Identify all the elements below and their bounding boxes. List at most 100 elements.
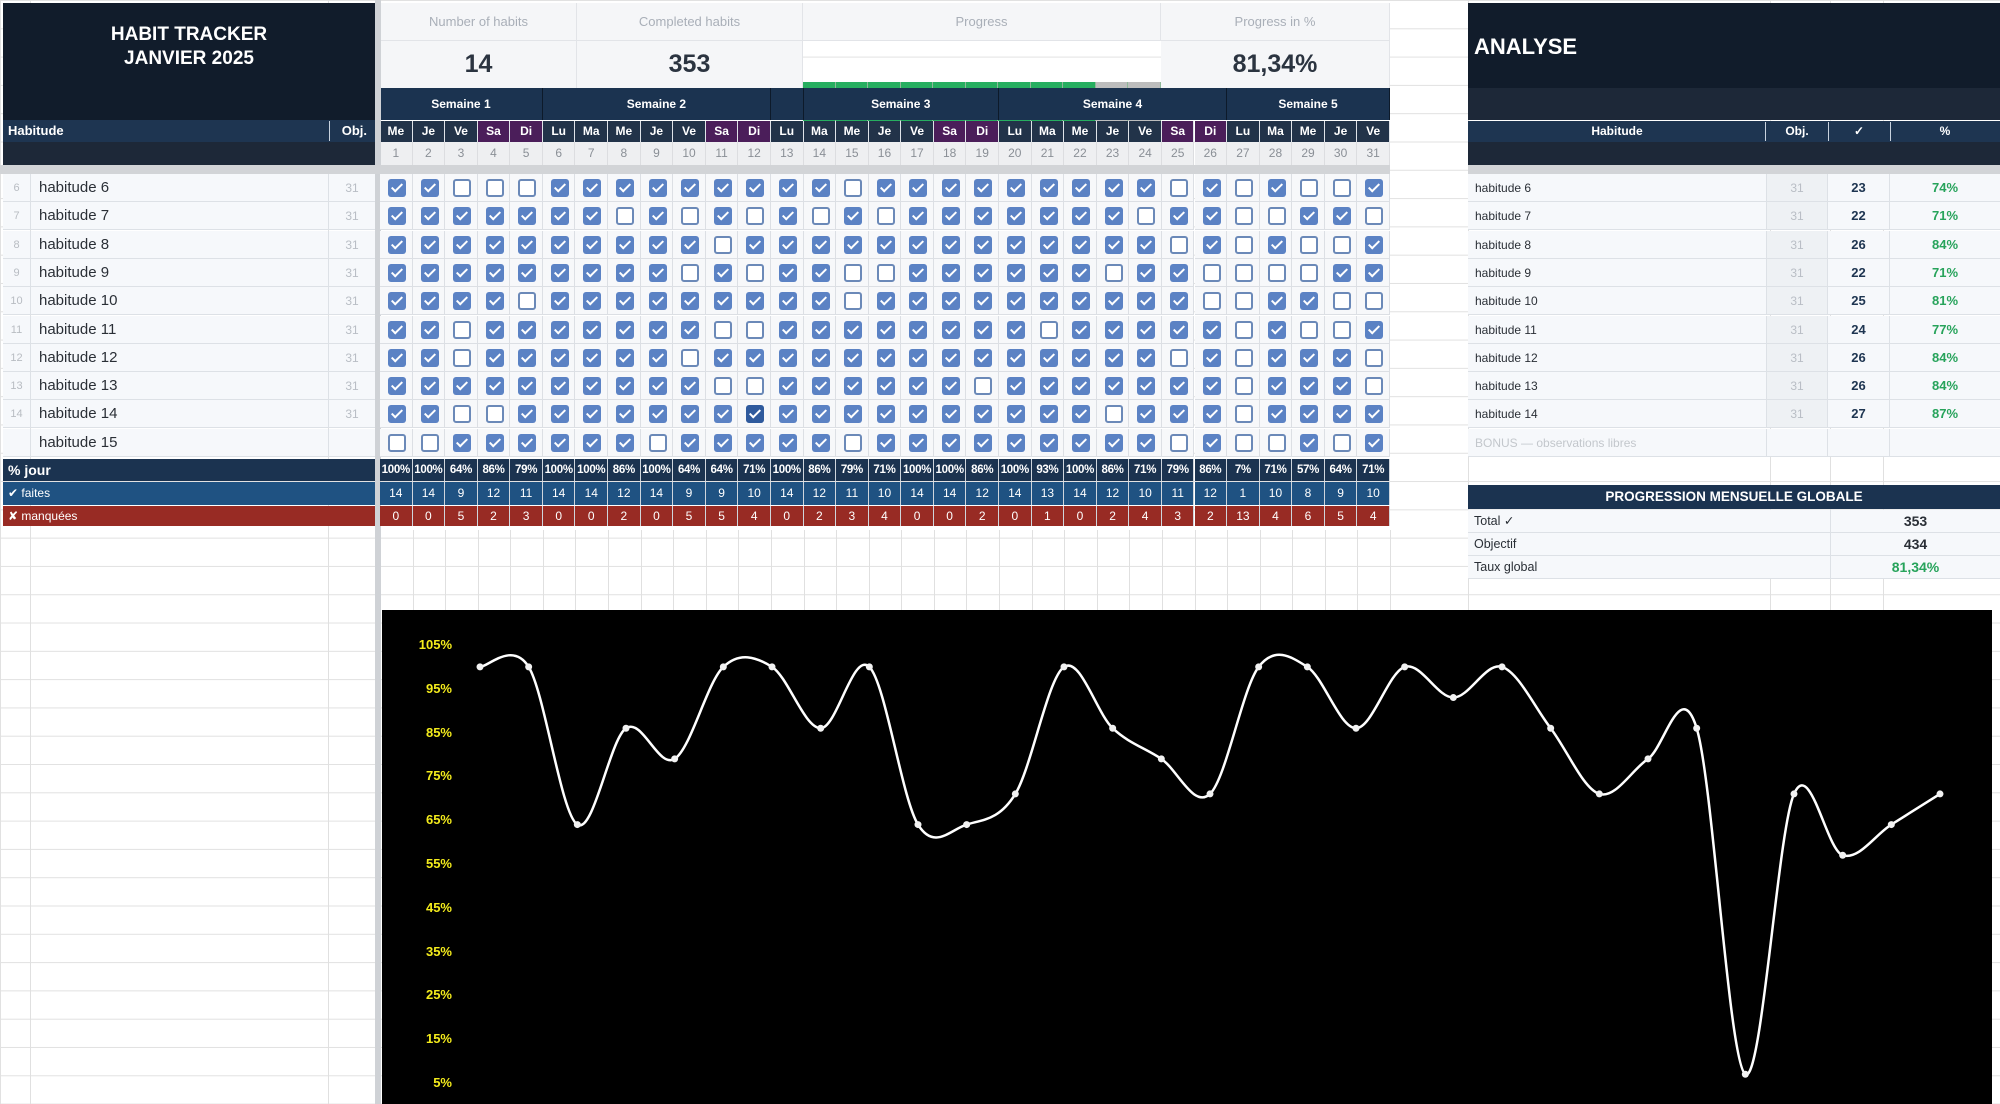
checkbox-unchecked[interactable] — [518, 292, 537, 311]
data-point[interactable] — [1741, 1070, 1749, 1078]
checkbox-checked[interactable] — [1169, 292, 1188, 311]
checkbox-checked[interactable] — [1072, 207, 1091, 226]
bonus-observations[interactable]: BONUS — observations libres — [1475, 435, 1637, 450]
checkbox-checked[interactable] — [550, 207, 569, 226]
checkbox-unchecked[interactable] — [1169, 348, 1188, 367]
checkbox-checked[interactable] — [550, 377, 569, 396]
checkbox-checked[interactable] — [941, 263, 960, 282]
checkbox-checked[interactable] — [876, 292, 895, 311]
checkbox-checked[interactable] — [1169, 207, 1188, 226]
checkbox-unchecked[interactable] — [844, 292, 863, 311]
checkbox-checked[interactable] — [778, 320, 797, 339]
checkbox-unchecked[interactable] — [1235, 235, 1254, 254]
checkbox-checked[interactable] — [1365, 235, 1384, 254]
checkbox-checked[interactable] — [681, 292, 700, 311]
checkbox-checked[interactable] — [485, 348, 504, 367]
checkbox-checked[interactable] — [909, 207, 928, 226]
checkbox-checked[interactable] — [844, 320, 863, 339]
checkbox-unchecked[interactable] — [746, 377, 765, 396]
checkbox-checked[interactable] — [616, 179, 635, 197]
checkbox-unchecked[interactable] — [844, 263, 863, 282]
checkbox-checked[interactable] — [1267, 405, 1286, 424]
checkbox-checked[interactable] — [648, 179, 667, 197]
checkbox-unchecked[interactable] — [1365, 207, 1384, 226]
checkbox-unchecked[interactable] — [1365, 292, 1384, 311]
data-point[interactable] — [1547, 724, 1555, 732]
checkbox-checked[interactable] — [420, 263, 439, 282]
checkbox-checked[interactable] — [844, 405, 863, 424]
checkbox-checked[interactable] — [941, 348, 960, 367]
checkbox-unchecked[interactable] — [844, 179, 863, 197]
checkbox-checked[interactable] — [1300, 377, 1319, 396]
checkbox-checked[interactable] — [485, 235, 504, 254]
checkbox-unchecked[interactable] — [1235, 433, 1254, 452]
checkbox-checked[interactable] — [1300, 292, 1319, 311]
checkbox-checked[interactable] — [974, 405, 993, 424]
checkbox-checked[interactable] — [1202, 320, 1221, 339]
checkbox-checked[interactable] — [616, 235, 635, 254]
checkbox-checked[interactable] — [909, 179, 928, 197]
checkbox-checked[interactable] — [583, 405, 602, 424]
checkbox-checked[interactable] — [420, 320, 439, 339]
checkbox-checked[interactable] — [909, 348, 928, 367]
checkbox-checked[interactable] — [420, 405, 439, 424]
data-point[interactable] — [525, 663, 533, 671]
checkbox-checked[interactable] — [388, 263, 406, 282]
checkbox-checked[interactable] — [1137, 320, 1156, 339]
checkbox-checked[interactable] — [485, 377, 504, 396]
checkbox-checked[interactable] — [1072, 433, 1091, 452]
checkbox-unchecked[interactable] — [1235, 207, 1254, 226]
checkbox-checked[interactable] — [388, 235, 406, 254]
checkbox-checked[interactable] — [648, 292, 667, 311]
checkbox-checked[interactable] — [453, 433, 472, 452]
checkbox-checked[interactable] — [974, 348, 993, 367]
checkbox-checked[interactable] — [388, 207, 406, 226]
checkbox-checked[interactable] — [778, 235, 797, 254]
checkbox-checked[interactable] — [909, 433, 928, 452]
checkbox-checked[interactable] — [1104, 235, 1123, 254]
checkbox-checked[interactable] — [1007, 263, 1026, 282]
checkbox-unchecked[interactable] — [485, 405, 504, 424]
checkbox-checked[interactable] — [1365, 320, 1384, 339]
checkbox-checked[interactable] — [1365, 179, 1384, 197]
data-point[interactable] — [963, 821, 971, 829]
checkbox-checked[interactable] — [1267, 348, 1286, 367]
checkbox-unchecked[interactable] — [1267, 263, 1286, 282]
checkbox-checked[interactable] — [1007, 405, 1026, 424]
checkbox-checked[interactable] — [550, 320, 569, 339]
habit-name[interactable]: habitude 14 — [30, 400, 329, 429]
checkbox-checked[interactable] — [876, 320, 895, 339]
checkbox-checked[interactable] — [1072, 377, 1091, 396]
checkbox-unchecked[interactable] — [1235, 405, 1254, 424]
checkbox-checked[interactable] — [616, 433, 635, 452]
checkbox-checked[interactable] — [583, 263, 602, 282]
checkbox-checked[interactable] — [583, 377, 602, 396]
data-point[interactable] — [476, 663, 484, 671]
checkbox-checked[interactable] — [941, 405, 960, 424]
checkbox-unchecked[interactable] — [616, 207, 635, 226]
checkbox-checked[interactable] — [1332, 348, 1351, 367]
checkbox-checked[interactable] — [941, 179, 960, 197]
checkbox-checked[interactable] — [1137, 377, 1156, 396]
checkbox-checked[interactable] — [518, 348, 537, 367]
checkbox-checked[interactable] — [550, 263, 569, 282]
checkbox-checked[interactable] — [811, 405, 830, 424]
checkbox-unchecked[interactable] — [453, 405, 472, 424]
data-point[interactable] — [1839, 851, 1847, 859]
checkbox-checked[interactable] — [388, 320, 406, 339]
checkbox-checked[interactable] — [388, 179, 406, 197]
checkbox-checked[interactable] — [974, 292, 993, 311]
checkbox-checked[interactable] — [583, 320, 602, 339]
data-point[interactable] — [1011, 790, 1019, 798]
checkbox-unchecked[interactable] — [1235, 348, 1254, 367]
checkbox-checked[interactable] — [909, 320, 928, 339]
checkbox-unchecked[interactable] — [974, 377, 993, 396]
checkbox-checked[interactable] — [811, 433, 830, 452]
checkbox-checked[interactable] — [420, 179, 439, 197]
checkbox-unchecked[interactable] — [1235, 292, 1254, 311]
checkbox-checked[interactable] — [616, 292, 635, 311]
checkbox-checked[interactable] — [420, 377, 439, 396]
checkbox-checked[interactable] — [811, 320, 830, 339]
checkbox-checked[interactable] — [1365, 263, 1384, 282]
checkbox-checked[interactable] — [453, 377, 472, 396]
